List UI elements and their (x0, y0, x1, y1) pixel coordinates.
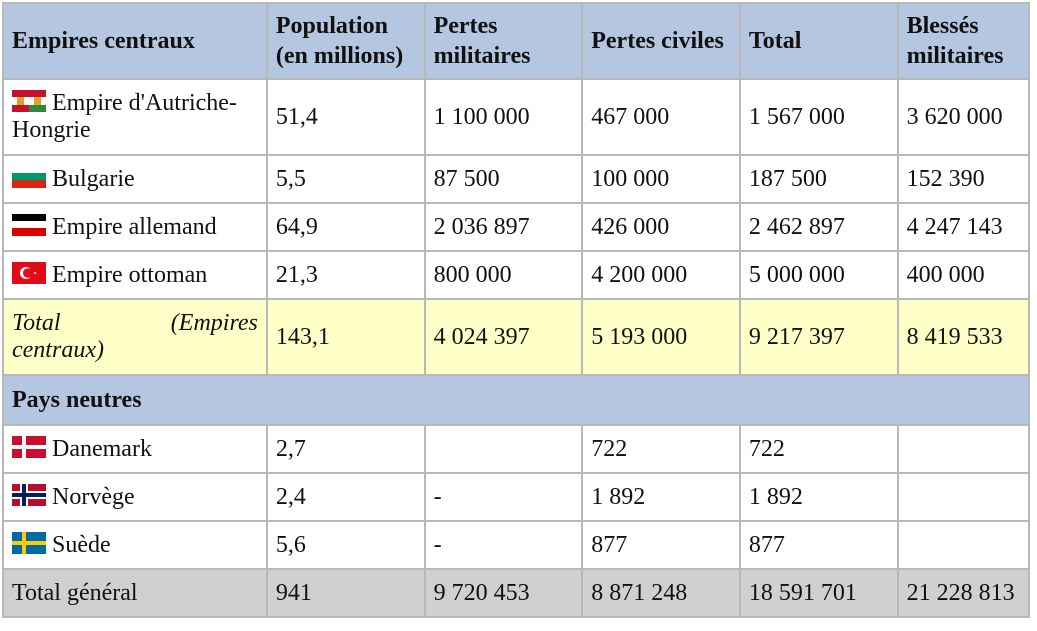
population-cell: 21,3 (265, 250, 426, 300)
wounded-cell: 4 247 143 (896, 202, 1031, 252)
norway-flag-icon (12, 483, 46, 506)
grand-total-label: Total général (2, 568, 268, 618)
population-cell: 5,6 (265, 520, 426, 570)
section-header-row: Pays neutres (2, 374, 1030, 426)
population-cell: 941 (265, 568, 426, 618)
table-row: Empire allemand 64,9 2 036 897 426 000 2… (2, 202, 1031, 252)
civil-cell: 4 200 000 (581, 250, 741, 300)
country-cell: Empire d'Autriche-Hongrie (2, 78, 268, 156)
civil-cell: 5 193 000 (581, 298, 741, 376)
total-cell: 18 591 701 (738, 568, 899, 618)
grand-total-row: Total général 941 9 720 453 8 871 248 18… (2, 568, 1031, 618)
wounded-cell: 3 620 000 (896, 78, 1031, 156)
central-total-row: Total (Empires centraux) 143,1 4 024 397 … (2, 298, 1031, 376)
total-cell: 187 500 (738, 154, 899, 204)
header-empires: Empires centraux (2, 2, 268, 80)
wounded-cell: 8 419 533 (896, 298, 1031, 376)
table-row: Empire ottoman 21,3 800 000 4 200 000 5 … (2, 250, 1031, 300)
country-cell: Empire ottoman (2, 250, 268, 300)
wounded-cell: 21 228 813 (896, 568, 1031, 618)
military-cell: 1 100 000 (423, 78, 584, 156)
population-cell: 2,4 (265, 472, 426, 522)
wounded-cell (896, 424, 1031, 474)
casualties-table: Empires centraux Population (en millions… (2, 2, 1031, 618)
civil-cell: 426 000 (581, 202, 741, 252)
country-cell: Suède (2, 520, 268, 570)
country-cell: Bulgarie (2, 154, 268, 204)
wounded-cell (896, 520, 1031, 570)
wounded-cell: 152 390 (896, 154, 1031, 204)
table-row: Suède 5,6 - 877 877 (2, 520, 1031, 570)
wounded-cell (896, 472, 1031, 522)
bulgaria-flag-icon (12, 165, 46, 188)
sweden-flag-icon (12, 531, 46, 554)
total-cell: 2 462 897 (738, 202, 899, 252)
header-wounded: Blessés militaires (896, 2, 1031, 80)
total-cell: 1 567 000 (738, 78, 899, 156)
civil-cell: 100 000 (581, 154, 741, 204)
civil-cell: 8 871 248 (581, 568, 741, 618)
country-cell: Empire allemand (2, 202, 268, 252)
population-cell: 64,9 (265, 202, 426, 252)
austria-hungary-flag-icon (12, 90, 46, 112)
denmark-flag-icon (12, 435, 46, 458)
total-cell: 5 000 000 (738, 250, 899, 300)
german-empire-flag-icon (12, 213, 46, 236)
population-cell: 51,4 (265, 78, 426, 156)
ottoman-flag-icon (12, 261, 46, 284)
military-cell (423, 424, 584, 474)
military-cell: 800 000 (423, 250, 584, 300)
military-cell: - (423, 520, 584, 570)
population-cell: 2,7 (265, 424, 426, 474)
total-cell: 9 217 397 (738, 298, 899, 376)
country-cell: Danemark (2, 424, 268, 474)
total-label-cell: Total (Empires centraux) (2, 298, 268, 376)
total-cell: 1 892 (738, 472, 899, 522)
civil-cell: 1 892 (581, 472, 741, 522)
header-total: Total (738, 2, 899, 80)
total-cell: 722 (738, 424, 899, 474)
wounded-cell: 400 000 (896, 250, 1031, 300)
civil-cell: 877 (581, 520, 741, 570)
population-cell: 5,5 (265, 154, 426, 204)
military-cell: 87 500 (423, 154, 584, 204)
table-row: Danemark 2,7 722 722 (2, 424, 1031, 474)
header-population: Population (en millions) (265, 2, 426, 80)
neutral-section-header: Pays neutres (2, 374, 1030, 426)
population-cell: 143,1 (265, 298, 426, 376)
table-row: Bulgarie 5,5 87 500 100 000 187 500 152 … (2, 154, 1031, 204)
military-cell: 9 720 453 (423, 568, 584, 618)
header-military-losses: Pertes militaires (423, 2, 584, 80)
civil-cell: 467 000 (581, 78, 741, 156)
header-civil-losses: Pertes civiles (581, 2, 741, 80)
header-row: Empires centraux Population (en millions… (2, 2, 1031, 80)
military-cell: 2 036 897 (423, 202, 584, 252)
table-row: Empire d'Autriche-Hongrie 51,4 1 100 000… (2, 78, 1031, 156)
table-row: Norvège 2,4 - 1 892 1 892 (2, 472, 1031, 522)
military-cell: 4 024 397 (423, 298, 584, 376)
civil-cell: 722 (581, 424, 741, 474)
country-cell: Norvège (2, 472, 268, 522)
total-cell: 877 (738, 520, 899, 570)
military-cell: - (423, 472, 584, 522)
